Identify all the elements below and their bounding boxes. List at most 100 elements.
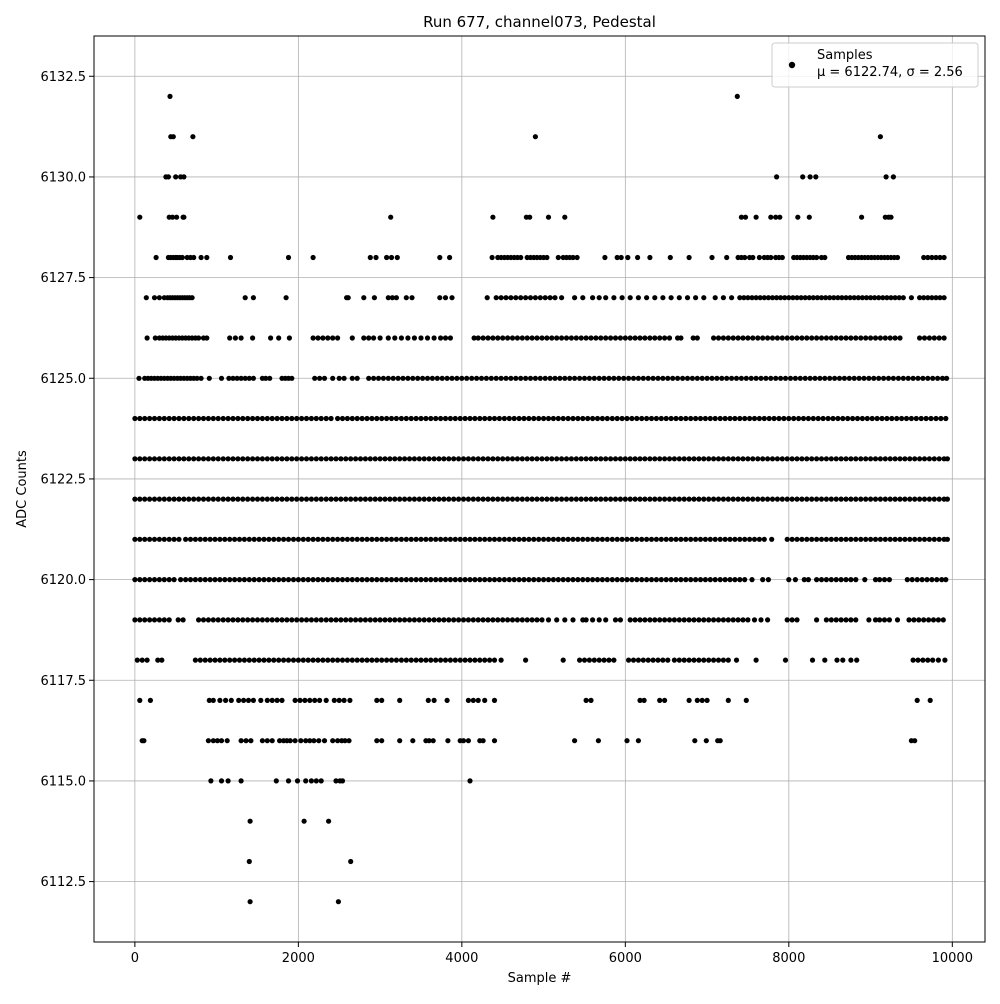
data-point xyxy=(357,496,364,502)
data-point xyxy=(155,657,161,663)
data-point xyxy=(732,577,738,583)
plot-area-frame xyxy=(93,35,986,943)
data-point xyxy=(789,456,795,462)
data-point xyxy=(269,697,275,704)
data-point xyxy=(885,375,892,381)
data-point xyxy=(828,335,834,341)
data-point xyxy=(369,415,375,422)
data-point xyxy=(937,254,943,261)
data-point xyxy=(617,335,624,341)
data-point xyxy=(774,295,780,301)
data-point xyxy=(437,295,443,301)
data-point xyxy=(176,415,182,422)
data-point xyxy=(828,617,834,623)
data-point xyxy=(294,617,300,623)
data-point xyxy=(794,456,800,462)
data-point xyxy=(421,456,427,462)
data-point xyxy=(516,415,522,422)
data-point xyxy=(218,778,225,784)
data-point xyxy=(725,657,731,663)
data-point xyxy=(766,415,772,422)
data-point xyxy=(187,577,194,583)
data-point xyxy=(557,375,563,381)
data-point xyxy=(544,496,550,502)
data-point xyxy=(167,93,173,99)
data-point xyxy=(823,295,829,301)
data-point xyxy=(668,536,674,542)
data-point xyxy=(318,415,324,422)
data-point xyxy=(650,657,656,663)
data-point xyxy=(371,335,377,341)
data-point xyxy=(274,415,280,422)
data-point xyxy=(207,536,213,542)
data-point xyxy=(681,456,687,462)
data-point xyxy=(485,335,491,341)
data-point xyxy=(761,295,767,301)
data-point xyxy=(137,577,143,583)
data-point xyxy=(549,496,555,502)
data-point xyxy=(621,375,627,381)
data-point xyxy=(506,536,512,542)
data-point xyxy=(544,456,550,462)
data-point xyxy=(851,375,857,381)
data-point xyxy=(604,415,610,422)
data-point xyxy=(491,657,498,663)
data-point xyxy=(281,577,287,583)
data-point xyxy=(894,415,900,422)
data-point xyxy=(894,617,901,623)
data-point xyxy=(403,657,409,663)
data-point xyxy=(236,536,243,542)
data-point xyxy=(393,415,399,422)
data-point xyxy=(692,738,698,744)
data-point xyxy=(442,415,449,422)
data-point xyxy=(136,375,142,381)
data-point xyxy=(464,375,470,381)
data-point xyxy=(294,415,300,422)
data-point xyxy=(743,697,749,704)
data-point xyxy=(747,536,753,542)
data-point xyxy=(707,577,713,583)
data-point xyxy=(740,456,746,462)
data-point xyxy=(742,214,749,220)
data-point xyxy=(465,697,471,704)
data-point xyxy=(384,657,390,663)
data-point xyxy=(545,617,552,623)
data-point xyxy=(299,415,305,422)
data-point xyxy=(371,295,377,301)
data-point xyxy=(397,456,403,462)
data-point xyxy=(444,375,450,381)
data-point xyxy=(258,697,264,704)
data-point xyxy=(859,295,866,301)
data-point xyxy=(662,335,668,341)
data-point xyxy=(236,697,242,704)
data-point xyxy=(254,415,261,422)
data-point xyxy=(838,617,844,623)
data-point xyxy=(709,254,715,261)
data-point xyxy=(823,456,830,462)
data-point xyxy=(711,617,717,623)
data-point xyxy=(317,697,323,704)
data-point xyxy=(205,415,211,422)
data-point xyxy=(491,577,498,583)
data-point xyxy=(599,577,606,583)
data-point xyxy=(926,456,933,462)
data-point xyxy=(756,254,763,261)
data-point xyxy=(284,496,290,502)
data-point xyxy=(833,536,839,542)
data-point xyxy=(563,456,570,462)
data-point xyxy=(484,295,490,301)
data-point xyxy=(668,295,674,301)
data-point xyxy=(344,536,350,542)
data-point xyxy=(665,657,671,663)
legend: Samples μ = 6122.74, σ = 2.56 xyxy=(771,42,979,88)
data-point xyxy=(259,496,265,502)
data-point xyxy=(289,496,295,502)
data-point xyxy=(191,415,197,422)
data-point xyxy=(881,375,887,381)
y-tick-label: 6120.0 xyxy=(41,573,87,588)
data-point xyxy=(503,375,509,381)
data-point xyxy=(681,496,687,502)
data-point xyxy=(318,496,324,502)
data-point xyxy=(425,697,431,704)
data-point xyxy=(702,415,709,422)
